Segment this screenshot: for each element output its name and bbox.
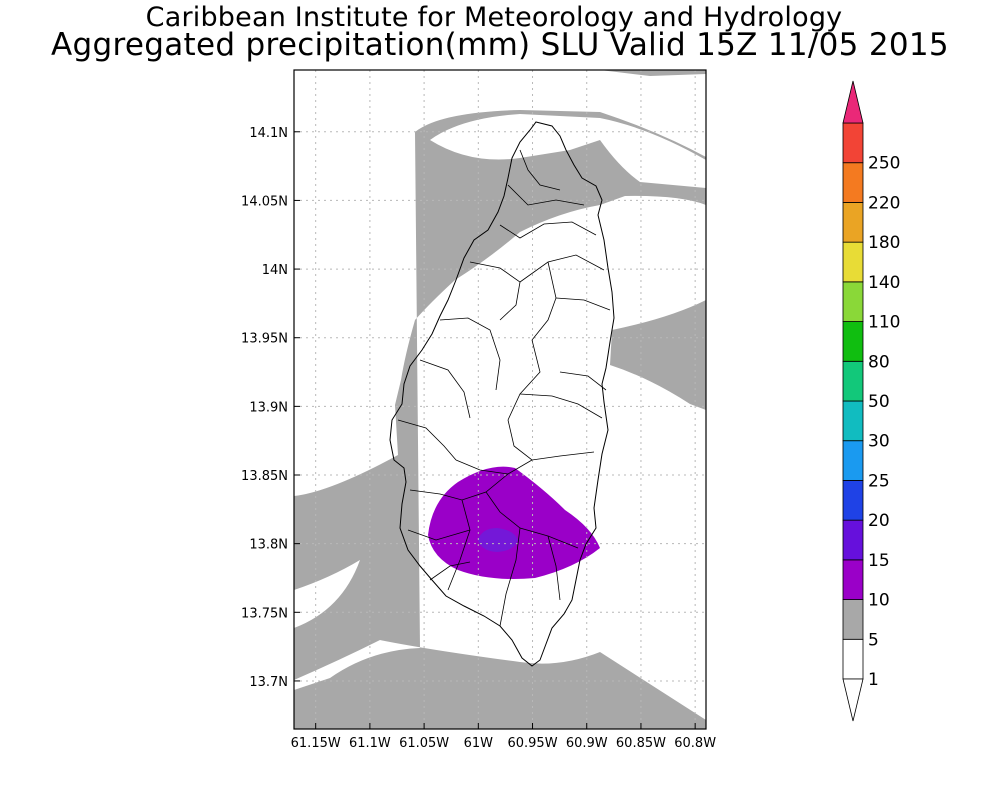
colorbar-segment	[842, 599, 864, 640]
lat-tick-label: 13.85N	[241, 469, 288, 484]
colorbar-label: 180	[868, 233, 900, 253]
colorbar-segment	[842, 162, 864, 203]
lat-tick-label: 13.75N	[241, 606, 288, 621]
chart-title: Caribbean Institute for Meteorology and …	[145, 2, 843, 33]
lon-tick-label: 60.85W	[616, 736, 666, 751]
colorbar-label: 20	[868, 511, 890, 531]
colorbar-segment	[842, 480, 864, 521]
colorbar-segment	[842, 281, 864, 322]
colorbar-label: 50	[868, 392, 890, 412]
chart-subtitle: Aggregated precipitation(mm) SLU Valid 1…	[51, 27, 949, 63]
map-frame	[293, 69, 707, 730]
precip-area-1-5mm	[294, 70, 706, 729]
watershed-boundaries	[397, 149, 611, 627]
lon-tick-label: 61W	[464, 736, 494, 751]
lon-tick-label: 60.9W	[566, 736, 608, 751]
colorbar-label: 10	[868, 591, 890, 611]
lat-tick-label: 13.7N	[249, 675, 288, 690]
lat-tick-label: 13.9N	[249, 400, 288, 415]
lat-tick-label: 14.1N	[249, 126, 288, 141]
colorbar-segment	[842, 202, 864, 243]
latitude-axis: 14.1N 14.05N 14N 13.95N 13.9N 13.85N 13.8N 13.7…	[241, 126, 300, 690]
colorbar-label: 30	[868, 432, 890, 452]
colorbar-top-triangle	[842, 80, 864, 124]
colorbar-segment	[842, 400, 864, 442]
lat-tick-label: 13.95N	[241, 332, 288, 347]
lat-tick-label: 13.8N	[249, 538, 288, 553]
longitude-axis: 61.15W 61.1W 61.05W 61W 60.95W 60.9W 60.85W 60.…	[291, 723, 716, 751]
colorbar-label: 80	[868, 352, 890, 372]
colorbar-label: 5	[868, 630, 879, 650]
precip-area-10-15mm	[478, 528, 518, 552]
colorbar-label: 220	[868, 193, 900, 213]
colorbar-label: 140	[868, 273, 900, 293]
colorbar-label: 25	[868, 471, 890, 491]
map-grid	[294, 70, 706, 729]
colorbar-segment	[842, 122, 864, 164]
lon-tick-label: 61.15W	[291, 736, 341, 751]
colorbar-segment	[842, 440, 864, 481]
colorbar-label: 1	[868, 670, 879, 690]
lat-tick-label: 14N	[262, 263, 288, 278]
colorbar-segment	[842, 241, 864, 283]
colorbar-bottom-triangle	[842, 678, 864, 722]
lon-tick-label: 61.05W	[399, 736, 449, 751]
colorbar-segment	[842, 638, 864, 680]
colorbar-segment	[842, 321, 864, 362]
lon-tick-label: 60.95W	[507, 736, 557, 751]
colorbar-label: 250	[868, 154, 900, 174]
lon-tick-label: 60.8W	[674, 736, 716, 751]
colorbar-segment	[842, 559, 864, 600]
lon-tick-label: 61.1W	[349, 736, 391, 751]
lat-tick-label: 14.05N	[241, 194, 288, 209]
colorbar-label: 110	[868, 313, 900, 333]
island-coastline	[389, 121, 615, 667]
colorbar-label: 15	[868, 551, 890, 571]
colorbar-segment	[842, 360, 864, 402]
colorbar-segment	[842, 519, 864, 561]
